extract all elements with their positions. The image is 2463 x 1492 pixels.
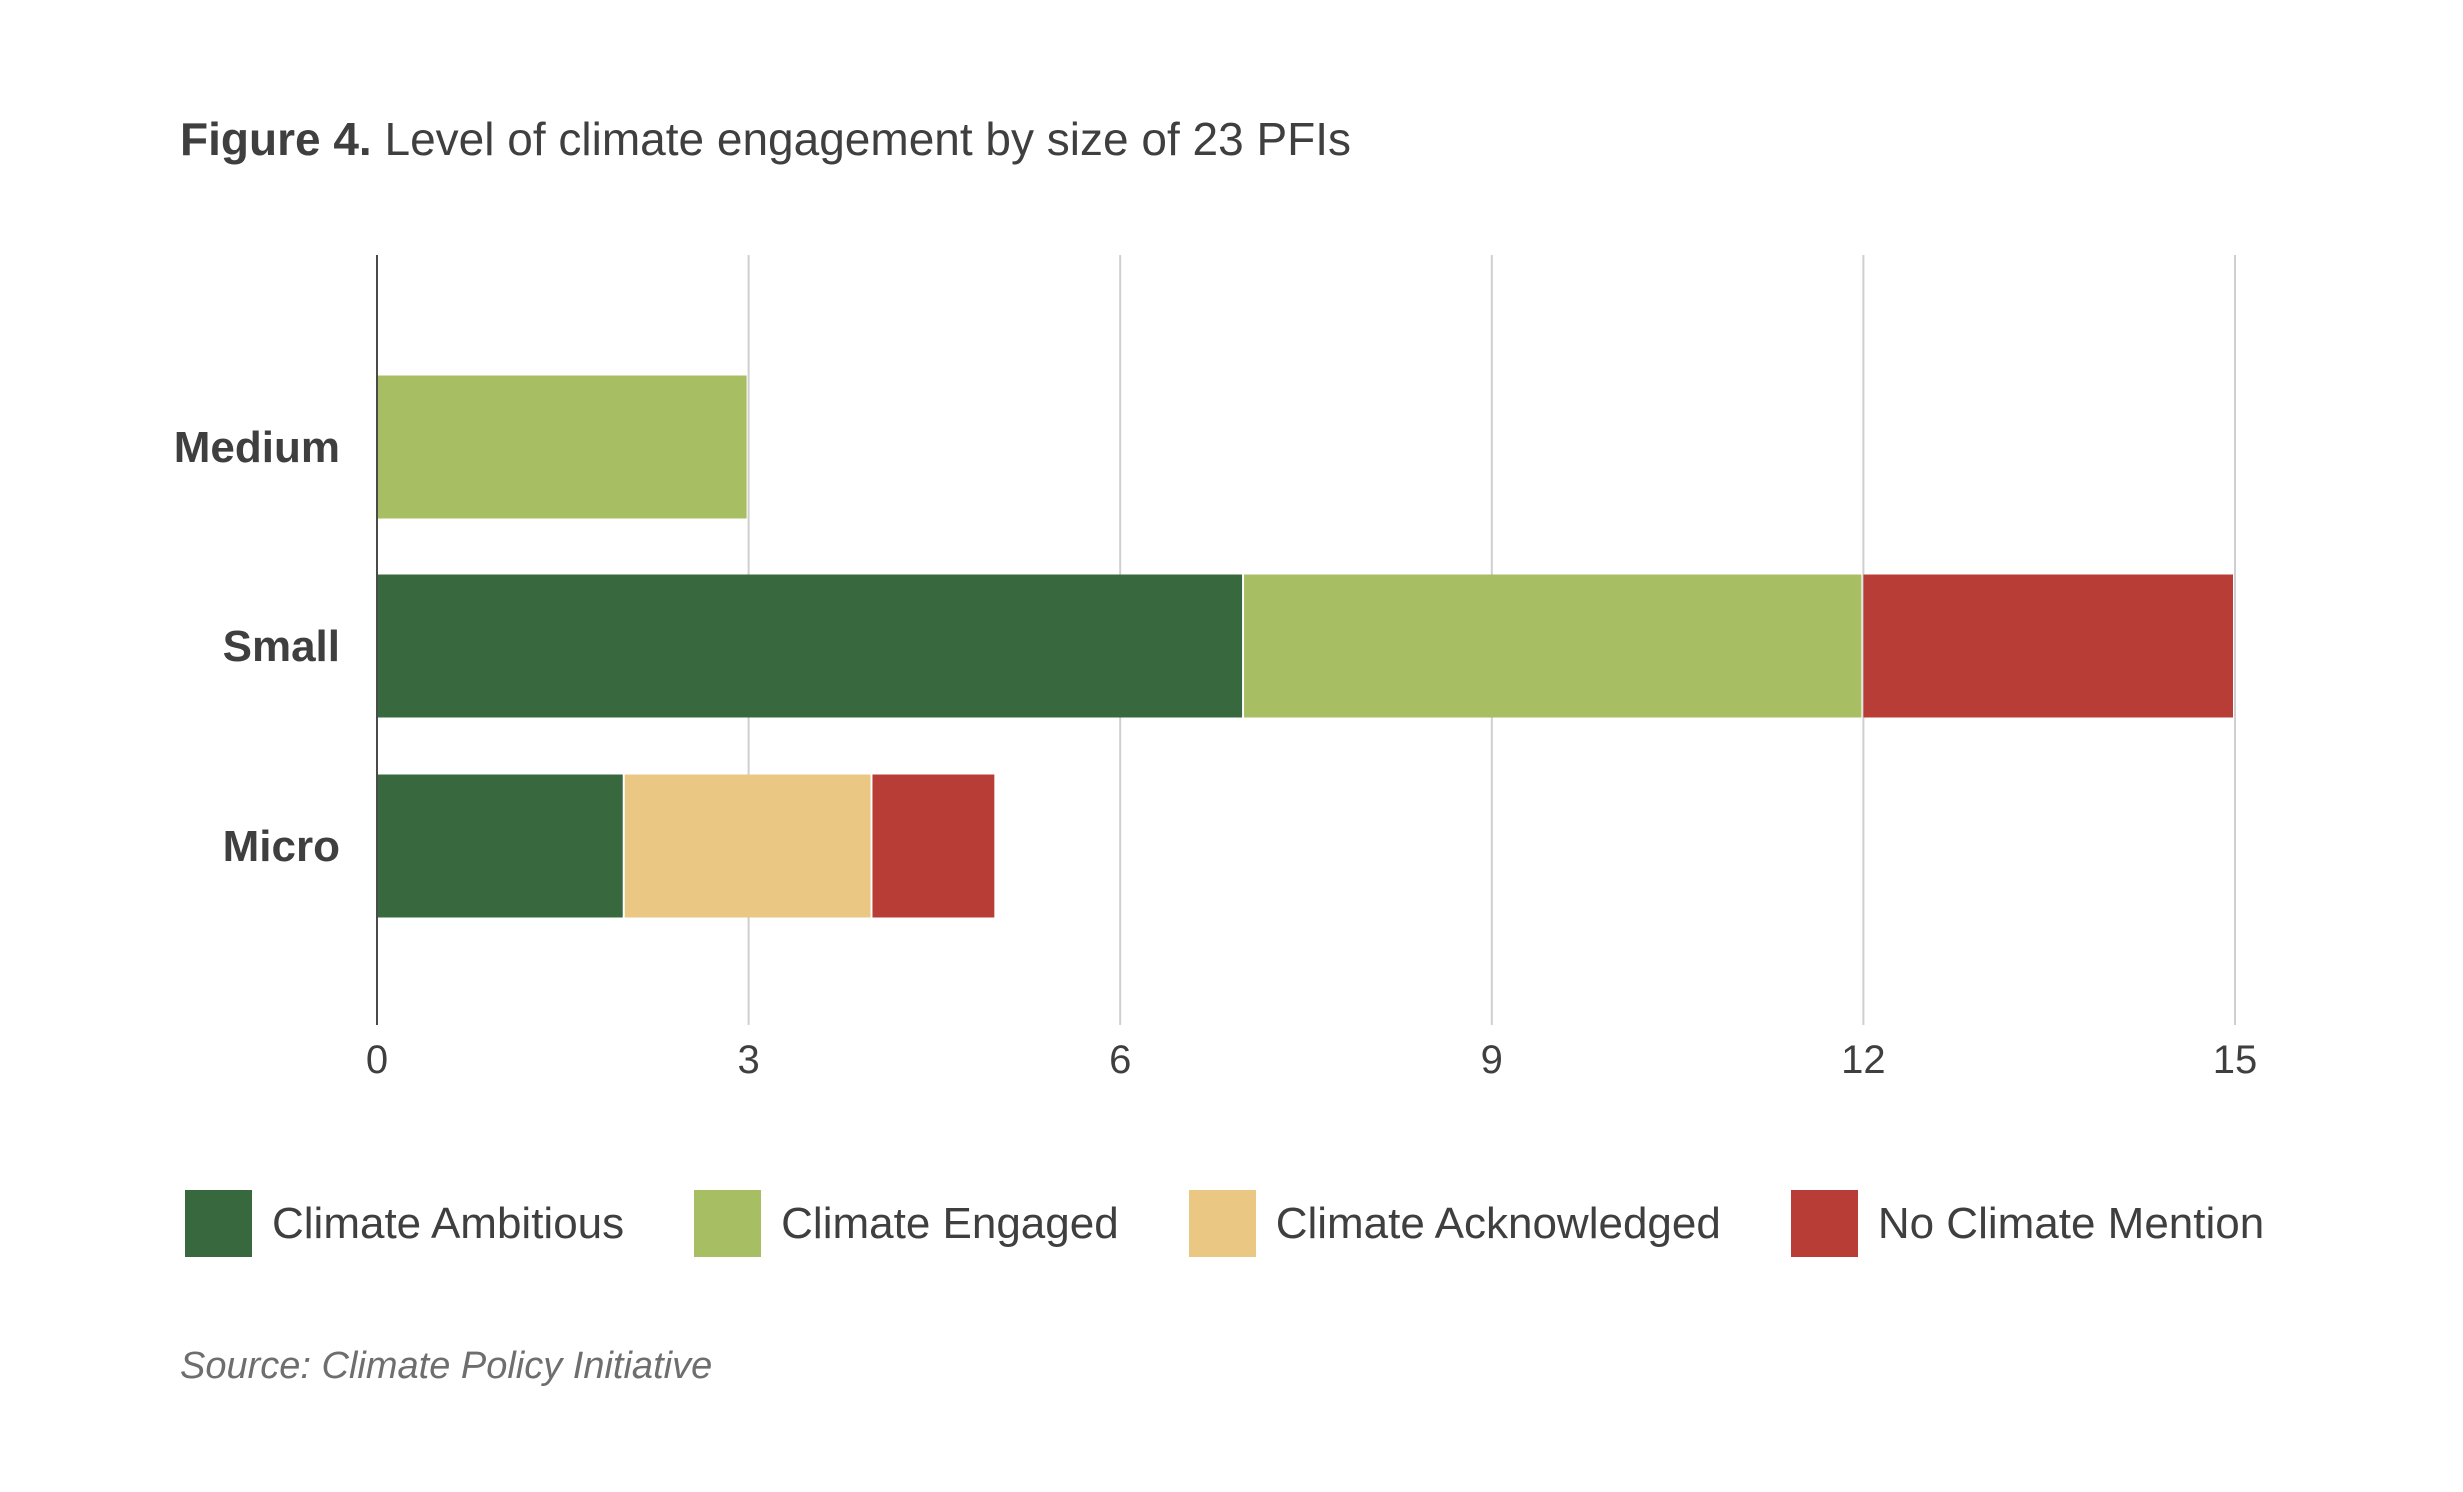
legend-swatch-no-climate-mention — [1790, 1190, 1858, 1257]
legend-swatch-climate-engaged — [694, 1190, 762, 1257]
category-label-small: Small — [223, 622, 340, 671]
x-tick-label-12: 12 — [1841, 1038, 1886, 1082]
category-labels: Medium Small Micro — [174, 423, 340, 871]
bar-small-no-climate-mention — [1863, 574, 2233, 718]
legend-item-climate-engaged: Climate Engaged — [694, 1190, 1119, 1257]
legend-item-climate-acknowledged: Climate Acknowledged — [1188, 1190, 1721, 1257]
bar-micro-climate-ambitious — [377, 774, 623, 918]
bars — [377, 375, 2233, 918]
legend-label-climate-ambitious: Climate Ambitious — [272, 1198, 625, 1248]
legend-swatch-climate-ambitious — [185, 1190, 252, 1257]
legend-label-climate-engaged: Climate Engaged — [781, 1198, 1119, 1248]
legend-label-climate-acknowledged: Climate Acknowledged — [1275, 1198, 1721, 1248]
x-tick-label-15: 15 — [2213, 1038, 2258, 1082]
bar-micro-no-climate-mention — [872, 774, 995, 918]
legend: Climate Ambitious Climate Engaged Climate … — [185, 1190, 2264, 1257]
figure-label: Figure 4. — [180, 113, 372, 165]
x-axis-ticks: 0 3 6 9 12 15 — [366, 1038, 2257, 1082]
chart-title: Figure 4. Level of climate engagement by… — [180, 112, 1351, 166]
title-text: Level of climate engagement by size of 2… — [384, 113, 1352, 165]
category-label-micro: Micro — [223, 822, 340, 871]
bar-small-climate-ambitious — [377, 574, 1243, 718]
bar-micro-climate-acknowledged — [624, 774, 871, 918]
bar-medium-climate-engaged — [377, 375, 747, 519]
x-tick-label-6: 6 — [1109, 1038, 1131, 1082]
x-tick-label-3: 3 — [737, 1038, 759, 1082]
category-label-medium: Medium — [174, 423, 340, 472]
legend-label-no-climate-mention: No Climate Mention — [1877, 1198, 2265, 1248]
x-tick-label-0: 0 — [366, 1038, 388, 1082]
legend-item-no-climate-mention: No Climate Mention — [1790, 1190, 2265, 1257]
legend-item-climate-ambitious: Climate Ambitious — [185, 1190, 624, 1257]
x-tick-label-9: 9 — [1481, 1038, 1503, 1082]
source-note: Source: Climate Policy Initiative — [180, 1345, 713, 1387]
bar-small-climate-engaged — [1244, 574, 1862, 718]
legend-swatch-climate-acknowledged — [1188, 1190, 1256, 1257]
